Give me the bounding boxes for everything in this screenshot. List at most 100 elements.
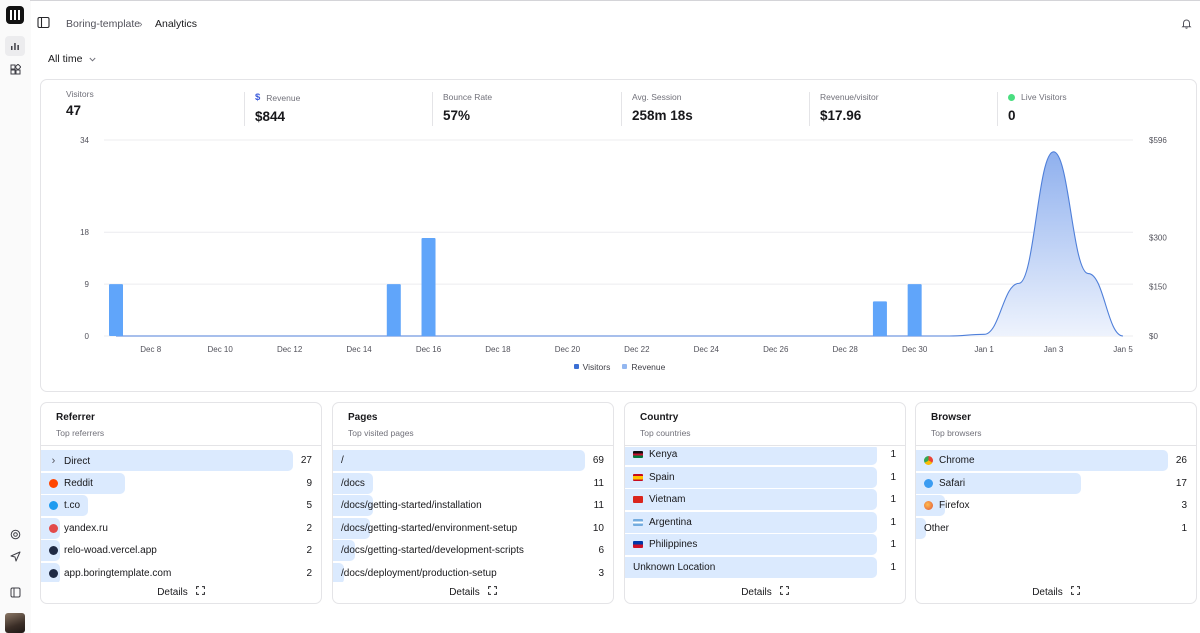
- list-item[interactable]: Spain 1: [625, 466, 905, 488]
- app-logo-icon[interactable]: [6, 6, 24, 24]
- help-icon[interactable]: [5, 524, 25, 544]
- visitor-bar: [872, 301, 887, 336]
- yandex-icon: [49, 523, 58, 533]
- row-label-text: Other: [924, 522, 950, 534]
- list-item[interactable]: Chrome 26: [916, 450, 1196, 471]
- list-item[interactable]: t.co 5: [41, 495, 321, 517]
- stat-live-visitors[interactable]: Live Visitors 0: [1008, 92, 1067, 126]
- row-bar: [916, 450, 1168, 471]
- twitter-icon: [49, 501, 58, 511]
- date-range-select[interactable]: All time: [48, 53, 96, 65]
- notifications-bell-icon[interactable]: [1181, 18, 1192, 32]
- chevron-right-icon: ›: [51, 455, 56, 467]
- apps-nav-icon[interactable]: [5, 59, 25, 79]
- panel-toggle-icon[interactable]: [37, 16, 50, 32]
- row-label: /docs/getting-started/installation: [341, 500, 482, 511]
- row-label: Reddit: [49, 478, 93, 489]
- list-item[interactable]: /docs 11: [333, 472, 613, 494]
- list-item[interactable]: app.boringtemplate.com 2: [41, 563, 321, 582]
- row-label: Unknown Location: [633, 562, 715, 573]
- stat-value: $844: [255, 109, 286, 124]
- list-item[interactable]: Vietnam 1: [625, 489, 905, 511]
- stat-label: Bounce Rate: [443, 92, 492, 102]
- panel-subtitle: Top visited pages: [348, 428, 414, 438]
- y-right-tick-label: $596: [1149, 136, 1167, 145]
- list-item[interactable]: Kenya 1: [625, 447, 905, 465]
- row-label-text: /docs/deployment/production-setup: [341, 568, 497, 579]
- legend-label-revenue: Revenue: [631, 362, 666, 372]
- list-item[interactable]: Firefox 3: [916, 495, 1196, 517]
- row-count: 1: [890, 539, 896, 551]
- details-button[interactable]: Details: [41, 586, 321, 598]
- list-item[interactable]: relo-woad.vercel.app 2: [41, 540, 321, 562]
- row-label: t.co: [49, 500, 80, 511]
- details-button[interactable]: Details: [333, 586, 613, 598]
- list-item[interactable]: /docs/getting-started/environment-setup 1…: [333, 517, 613, 539]
- list-item[interactable]: Argentina 1: [625, 511, 905, 533]
- list-item[interactable]: /docs/getting-started/installation 11: [333, 495, 613, 517]
- row-label-text: Chrome: [939, 455, 975, 466]
- details-button[interactable]: Details: [916, 586, 1196, 598]
- y-left-tick-label: 34: [80, 136, 89, 145]
- row-label: Philippines: [633, 539, 697, 550]
- row-count: 1: [890, 471, 896, 483]
- row-count: 1: [890, 494, 896, 506]
- list-item[interactable]: › Direct 27: [41, 450, 321, 471]
- list-item[interactable]: / 69: [333, 450, 613, 471]
- row-label: Other: [924, 523, 949, 534]
- send-icon[interactable]: [5, 546, 25, 566]
- list-item[interactable]: Unknown Location 1: [625, 557, 905, 578]
- details-label: Details: [1032, 586, 1063, 598]
- stat-revenue-visitor[interactable]: Revenue/visitor $17.96: [820, 92, 879, 126]
- x-tick-label: Dec 12: [277, 345, 303, 354]
- details-button[interactable]: Details: [625, 586, 905, 598]
- stat-label-text: Avg. Session: [632, 92, 682, 102]
- visitor-bar: [907, 284, 922, 336]
- list-item[interactable]: Other 1: [916, 517, 1196, 539]
- list-item[interactable]: Philippines 1: [625, 534, 905, 556]
- details-label: Details: [157, 586, 188, 598]
- stat-value: 0: [1008, 108, 1016, 123]
- row-label: /docs/getting-started/environment-setup: [341, 523, 517, 534]
- user-avatar[interactable]: [5, 613, 25, 633]
- row-label-text: t.co: [64, 500, 81, 512]
- row-label: relo-woad.vercel.app: [49, 545, 157, 556]
- row-label: /: [341, 455, 344, 466]
- row-label: app.boringtemplate.com: [49, 568, 171, 579]
- legend-item-revenue[interactable]: Revenue: [622, 362, 665, 372]
- row-label-text: Argentina: [649, 516, 692, 528]
- list-item[interactable]: yandex.ru 2: [41, 517, 321, 539]
- stat-visitors[interactable]: Visitors 47: [66, 89, 94, 126]
- stat-value: 258m 18s: [632, 108, 693, 123]
- row-count: 27: [300, 455, 312, 466]
- row-label-text: app.boringtemplate.com: [64, 568, 172, 579]
- analytics-nav-icon[interactable]: [5, 36, 25, 56]
- legend-label-visitors: Visitors: [582, 362, 611, 372]
- x-tick-label: Jan 5: [1113, 345, 1133, 354]
- row-count: 9: [306, 477, 312, 489]
- breadcrumb-parent[interactable]: Boring-template: [66, 18, 141, 30]
- revenue-line: [115, 151, 1124, 337]
- list-item[interactable]: /docs/deployment/production-setup 3: [333, 563, 613, 582]
- panel-title: Pages: [348, 412, 378, 423]
- row-label-text: Firefox: [939, 500, 970, 512]
- list-item[interactable]: Reddit 9: [41, 472, 321, 494]
- panel-rows: / 69/docs 11/docs/getting-started/installa…: [333, 447, 613, 582]
- stat-avg-session[interactable]: Avg. Session 258m 18s: [632, 92, 693, 126]
- row-label: Kenya: [633, 449, 677, 460]
- stat-bounce-rate[interactable]: Bounce Rate 57%: [443, 92, 492, 126]
- legend-item-visitors[interactable]: Visitors: [573, 362, 611, 372]
- stat-divider: [621, 92, 622, 126]
- panel-rows: Kenya 1 Spain 1 Vietnam 1 Argentina 1 Philippine…: [625, 447, 905, 582]
- kenya-flag-icon: [633, 451, 643, 458]
- list-item[interactable]: /docs/getting-started/development-script…: [333, 540, 613, 562]
- row-bar: [916, 472, 1081, 494]
- row-count: 1: [890, 449, 896, 460]
- y-left-tick-label: 0: [85, 332, 90, 341]
- stat-revenue[interactable]: $ Revenue $844: [255, 92, 300, 126]
- page-header: Boring-template › Analytics: [31, 1, 1200, 45]
- sidebar-toggle-icon[interactable]: [5, 582, 25, 602]
- list-item[interactable]: Safari 17: [916, 472, 1196, 494]
- pages-panel: Pages Top visited pages / 69/docs 11/docs/ge…: [332, 402, 614, 604]
- row-label: /docs/deployment/production-setup: [341, 568, 497, 579]
